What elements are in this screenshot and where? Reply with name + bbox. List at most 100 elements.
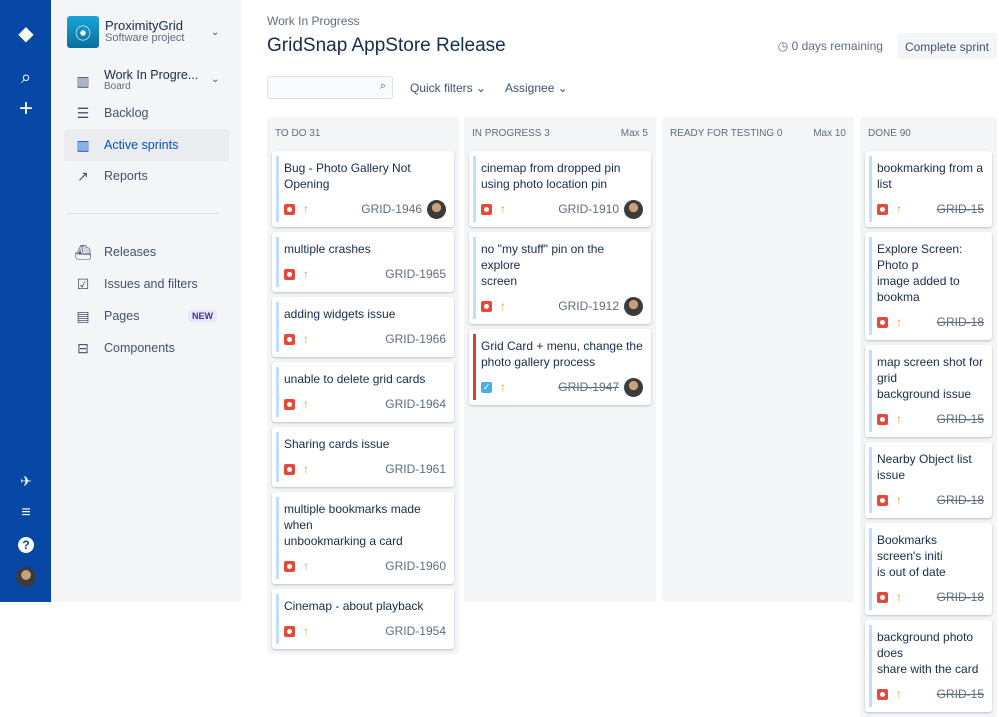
task-icon: ✓ xyxy=(481,381,492,393)
priority-high-icon: ↑ xyxy=(500,202,506,216)
assignee-avatar[interactable] xyxy=(624,296,643,316)
column-count: 0 xyxy=(776,128,783,139)
board-switcher[interactable]: ▥ Work In Progre... Board xyxy=(64,65,229,97)
sidebar-item-label: Pages xyxy=(104,309,140,323)
ship-icon: ⛴ xyxy=(74,243,92,260)
sidebar-item-releases[interactable]: ⛴ Releases xyxy=(64,236,229,268)
card-title: Bookmarks screen's initi is out of date xyxy=(877,533,946,579)
components-icon: ⊟ xyxy=(77,339,89,356)
bug-icon xyxy=(481,300,492,312)
issue-card[interactable]: unable to delete grid cards ↑ GRID-1964 xyxy=(272,362,454,422)
issue-key[interactable]: GRID-18 xyxy=(936,493,984,507)
issue-key[interactable]: GRID-1912 xyxy=(558,299,619,313)
profile-avatar[interactable] xyxy=(13,564,39,590)
issue-key[interactable]: GRID-1946 xyxy=(361,202,422,216)
help-icon[interactable]: ? xyxy=(13,532,39,558)
issue-card[interactable]: Bug - Photo Gallery Not Opening ↑ GRID-1… xyxy=(272,151,454,227)
issue-card[interactable]: Explore Screen: Photo p image added to b… xyxy=(865,232,992,340)
issue-key[interactable]: GRID-15 xyxy=(936,202,984,216)
quick-filters-dropdown[interactable]: Quick filters ⌄ xyxy=(410,81,487,95)
bug-icon xyxy=(284,398,295,410)
issue-card[interactable]: Cinemap - about playback ↑ GRID-1954 xyxy=(272,589,454,649)
card-title: Sharing cards issue xyxy=(284,437,390,451)
card-title: no "my stuff" pin on the explore screen xyxy=(481,242,605,288)
issue-card[interactable]: adding widgets issue ↑ GRID-1966 xyxy=(272,297,454,357)
project-sidebar: ⦿ ProximityGrid Software project ⌄ ▥ Work… xyxy=(51,0,241,602)
assignee-label: Assignee xyxy=(505,81,555,95)
issue-key[interactable]: GRID-1910 xyxy=(558,202,619,216)
column-max: Max 5 xyxy=(620,128,648,139)
priority-high-icon: ↑ xyxy=(303,397,309,411)
issue-key[interactable]: GRID-1964 xyxy=(385,397,446,411)
issue-card[interactable]: Bookmarks screen's initi is out of date … xyxy=(865,523,992,615)
issue-key[interactable]: GRID-15 xyxy=(936,412,984,426)
card-title: background photo does share with the car… xyxy=(877,630,979,676)
issue-card[interactable]: bookmarking from a list ↑ GRID-15 xyxy=(865,151,992,227)
column-header: DONE 90 xyxy=(860,117,997,151)
priority-high-icon: ↑ xyxy=(896,493,902,507)
issue-card[interactable]: map screen shot for grid background issu… xyxy=(865,345,992,437)
issue-card[interactable]: background photo does share with the car… xyxy=(865,620,992,712)
board-column: DONE 90 bookmarking from a list ↑ GRID-1… xyxy=(860,117,997,717)
issue-key[interactable]: GRID-18 xyxy=(936,590,984,604)
page-title: GridSnap AppStore Release xyxy=(267,35,506,56)
project-logo-icon: ⦿ xyxy=(67,16,99,48)
issue-key[interactable]: GRID-1965 xyxy=(385,267,446,281)
complete-sprint-button[interactable]: Complete sprint xyxy=(896,33,997,59)
card-title: bookmarking from a list xyxy=(877,161,987,191)
feedback-icon[interactable]: ✈ xyxy=(20,472,32,489)
create-icon[interactable]: + xyxy=(18,95,33,122)
issue-key[interactable]: GRID-1961 xyxy=(385,462,446,476)
card-title: multiple bookmarks made when unbookmarki… xyxy=(284,502,421,548)
column-count: 90 xyxy=(899,128,911,139)
issue-key[interactable]: GRID-1966 xyxy=(385,332,446,346)
priority-high-icon: ↑ xyxy=(303,462,309,476)
assignee-avatar[interactable] xyxy=(624,377,643,397)
issue-key[interactable]: GRID-18 xyxy=(936,315,984,329)
issue-card[interactable]: no "my stuff" pin on the explore screen … xyxy=(469,232,651,324)
board-name: Work In Progre... xyxy=(104,68,199,82)
jira-logo-icon[interactable]: ◆ xyxy=(18,22,34,45)
issue-key[interactable]: GRID-1960 xyxy=(385,559,446,573)
issue-card[interactable]: Grid Card + menu, change the photo galle… xyxy=(469,329,651,405)
assignee-avatar[interactable] xyxy=(624,199,643,219)
sidebar-item-active-sprints[interactable]: ▥ Active sprints xyxy=(64,129,229,161)
issue-card[interactable]: Sharing cards issue ↑ GRID-1961 xyxy=(272,427,454,487)
search-icon: ⌕ xyxy=(379,80,386,92)
issue-card[interactable]: multiple bookmarks made when unbookmarki… xyxy=(272,492,454,584)
bug-icon xyxy=(481,203,492,215)
bug-icon xyxy=(877,316,888,328)
chevron-down-icon[interactable]: ⌄ xyxy=(211,27,220,38)
board-icon: ▥ xyxy=(76,72,90,89)
priority-high-icon: ↑ xyxy=(500,380,506,394)
issue-key[interactable]: GRID-1947 xyxy=(558,380,619,394)
issue-key[interactable]: GRID-1954 xyxy=(385,624,446,638)
sidebar-item-reports[interactable]: ↗ Reports xyxy=(64,160,229,192)
project-switcher[interactable]: ⦿ ProximityGrid Software project xyxy=(67,16,184,48)
breadcrumb[interactable]: Work In Progress xyxy=(267,14,360,28)
chevron-down-icon[interactable]: ⌄ xyxy=(211,74,220,85)
issue-card[interactable]: Nearby Object list issue ↑ GRID-18 xyxy=(865,442,992,518)
priority-high-icon: ↑ xyxy=(303,332,309,346)
menu-icon[interactable]: ≡ xyxy=(21,504,31,521)
priority-high-icon: ↑ xyxy=(896,315,902,329)
search-icon[interactable]: ⌕ xyxy=(20,66,32,87)
sidebar-item-pages[interactable]: ▤ Pages NEW xyxy=(64,300,229,332)
issue-card[interactable]: multiple crashes ↑ GRID-1965 xyxy=(272,232,454,292)
assignee-dropdown[interactable]: Assignee ⌄ xyxy=(505,81,568,95)
bug-icon xyxy=(877,688,888,700)
search-input[interactable]: ⌕ xyxy=(267,76,393,99)
sidebar-item-components[interactable]: ⊟ Components xyxy=(64,332,229,364)
clock-icon: ◷ xyxy=(777,39,789,53)
column-count: 31 xyxy=(309,128,321,139)
sidebar-item-backlog[interactable]: ☰ Backlog xyxy=(64,97,229,129)
issue-card[interactable]: cinemap from dropped pin using photo loc… xyxy=(469,151,651,227)
backlog-icon: ☰ xyxy=(76,104,90,121)
priority-high-icon: ↑ xyxy=(303,202,309,216)
sidebar-item-issues[interactable]: ☑ Issues and filters xyxy=(64,268,229,300)
priority-high-icon: ↑ xyxy=(303,267,309,281)
issue-key[interactable]: GRID-15 xyxy=(936,687,984,701)
assignee-avatar[interactable] xyxy=(427,199,446,219)
project-name: ProximityGrid xyxy=(105,18,184,33)
column-count: 3 xyxy=(544,128,550,139)
